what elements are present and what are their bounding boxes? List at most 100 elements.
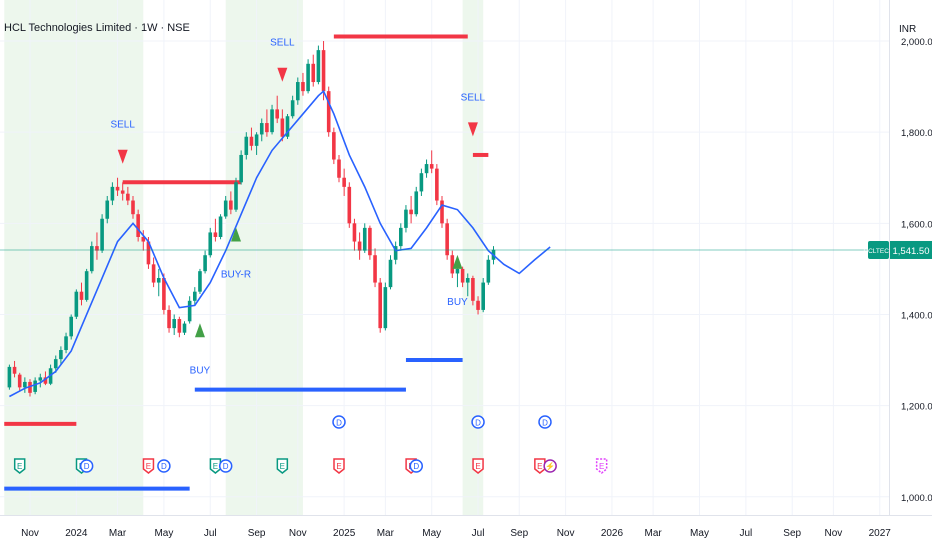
buy-signal-label: BUY-R <box>221 270 251 281</box>
candle-body <box>7 366 12 388</box>
candle-body <box>471 278 475 301</box>
candle-body <box>234 182 238 210</box>
time-axis-separator <box>0 515 932 516</box>
candle-body <box>38 377 43 381</box>
x-tick-label: May <box>422 528 441 539</box>
candle-body <box>378 282 382 329</box>
symbol-badge-text: HCLTECH <box>863 248 894 255</box>
candle-body <box>90 246 94 272</box>
earnings-marker[interactable] <box>333 458 345 474</box>
candle-body <box>429 164 434 169</box>
earnings-marker[interactable] <box>472 458 484 474</box>
sell-signal-label: SELL <box>461 92 486 103</box>
candle-body <box>373 255 377 283</box>
candle-body <box>460 268 465 283</box>
last-price-badge <box>890 240 932 259</box>
dividend-marker[interactable] <box>409 459 423 473</box>
candle-body <box>187 300 192 322</box>
candle-body <box>311 63 316 83</box>
dividend-marker-letter: D <box>542 419 548 428</box>
candle-body <box>74 291 79 317</box>
event-marker-letter: D <box>161 462 167 471</box>
earnings-marker[interactable] <box>13 458 26 474</box>
dividend-marker-letter: D <box>336 419 342 428</box>
candle-body <box>388 259 393 288</box>
candle-body <box>306 63 310 92</box>
earnings-marker[interactable] <box>595 458 608 474</box>
x-tick-label: Sep <box>510 528 528 539</box>
candle-body <box>316 50 321 83</box>
sell-arrow <box>467 122 478 137</box>
candle-body <box>203 255 207 272</box>
candle-body <box>301 82 305 92</box>
candle-body <box>23 381 27 388</box>
candle-body <box>362 227 367 251</box>
split-marker[interactable] <box>543 459 557 473</box>
candle-body <box>404 209 408 228</box>
candle-body <box>342 177 346 187</box>
candle-body <box>435 168 439 201</box>
candle-body <box>275 109 279 119</box>
candle-body <box>17 374 22 388</box>
candle-body <box>136 214 140 237</box>
candle-body <box>254 134 259 146</box>
dividend-marker[interactable] <box>218 459 233 473</box>
candle-body <box>450 255 455 274</box>
earnings-marker[interactable] <box>209 458 222 474</box>
candle-body <box>59 350 63 360</box>
dividend-marker[interactable] <box>471 415 485 429</box>
sell-signal-label: SELL <box>270 38 295 49</box>
candle-body <box>105 200 110 219</box>
candle-body <box>182 323 187 333</box>
y-tick-label: 1,000.00 <box>901 493 932 504</box>
x-tick-label: May <box>690 528 709 539</box>
candle-body <box>239 154 243 183</box>
last-price-badge-text: 1,541.50 <box>893 246 930 257</box>
x-tick-label: Mar <box>109 528 127 539</box>
event-marker-letter: ⚡ <box>545 461 555 471</box>
buy-arrow <box>452 254 463 269</box>
symbol-badge[interactable] <box>868 240 889 259</box>
x-tick-label: Nov <box>289 528 307 539</box>
dividend-marker[interactable] <box>332 415 346 429</box>
earnings-marker[interactable] <box>142 458 155 474</box>
candle-body <box>265 123 269 133</box>
candle-body <box>84 271 89 300</box>
event-marker-letter: E <box>280 462 285 471</box>
candle-body <box>177 319 182 333</box>
sell-arrow <box>117 149 128 164</box>
candle-body <box>172 319 176 329</box>
x-tick-label: May <box>154 528 173 539</box>
dividend-marker[interactable] <box>157 459 171 473</box>
earnings-marker[interactable] <box>276 458 289 474</box>
dividend-marker[interactable] <box>538 415 552 429</box>
candle-body <box>465 278 470 283</box>
y-tick-label: 2,000.00 <box>901 37 932 48</box>
candle-body <box>259 123 264 135</box>
x-tick-label: 2026 <box>601 528 624 539</box>
candle-body <box>131 200 135 215</box>
x-tick-label: Jul <box>472 528 485 539</box>
x-tick-label: 2024 <box>65 528 88 539</box>
y-tick-label: 1,800.00 <box>901 128 932 139</box>
candle-body <box>476 300 480 310</box>
currency-label[interactable]: INR <box>899 24 917 35</box>
candle-body <box>64 336 68 351</box>
candle-body <box>296 82 300 101</box>
event-marker-letter: E <box>599 462 604 471</box>
candle-body <box>280 118 285 137</box>
candle-body <box>213 232 218 237</box>
earnings-marker[interactable] <box>534 458 546 474</box>
candle-body <box>33 380 37 392</box>
candle-body <box>321 50 326 92</box>
candle-body <box>146 241 151 265</box>
buy-arrow <box>194 323 205 338</box>
dividend-marker[interactable] <box>79 459 94 473</box>
event-marker-letter: E <box>475 462 480 471</box>
candle-body <box>151 264 156 283</box>
x-tick-label: Sep <box>783 528 801 539</box>
candle-body <box>399 227 403 247</box>
candle-body <box>419 173 424 192</box>
